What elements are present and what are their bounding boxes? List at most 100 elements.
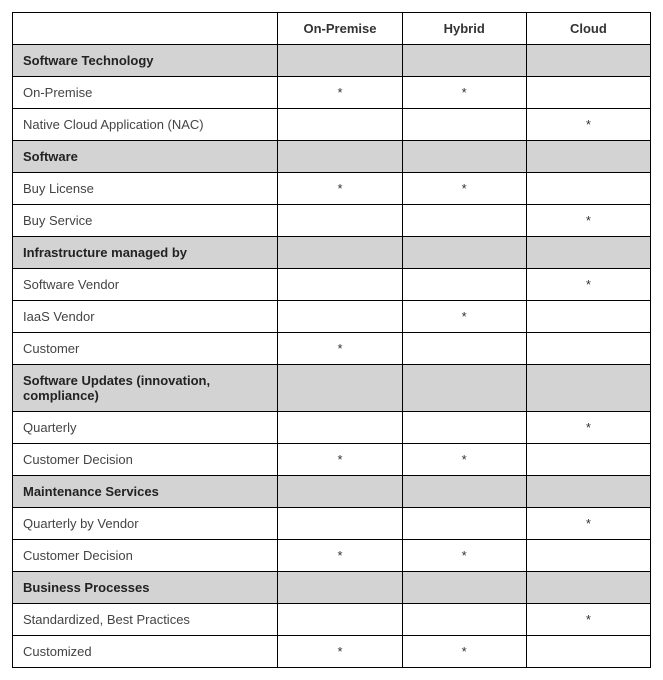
- section-row: Maintenance Services: [13, 476, 651, 508]
- table-row: Customer*: [13, 333, 651, 365]
- mark-cell: *: [278, 540, 402, 572]
- section-empty-cell: [526, 237, 650, 269]
- mark-cell: [526, 444, 650, 476]
- section-empty-cell: [402, 237, 526, 269]
- table-row: Buy License**: [13, 173, 651, 205]
- mark-cell: [278, 604, 402, 636]
- section-title: Software Updates (innovation, compliance…: [13, 365, 278, 412]
- column-header: On-Premise: [278, 13, 402, 45]
- mark-cell: [278, 109, 402, 141]
- table-row: Customer Decision**: [13, 540, 651, 572]
- section-empty-cell: [526, 572, 650, 604]
- table-row: Native Cloud Application (NAC) *: [13, 109, 651, 141]
- mark-cell: [402, 604, 526, 636]
- section-empty-cell: [278, 237, 402, 269]
- mark-cell: *: [526, 508, 650, 540]
- mark-cell: [526, 333, 650, 365]
- mark-cell: [526, 540, 650, 572]
- table-row: IaaS Vendor *: [13, 301, 651, 333]
- section-row: Infrastructure managed by: [13, 237, 651, 269]
- section-title: Software: [13, 141, 278, 173]
- table-row: On-Premise**: [13, 77, 651, 109]
- mark-cell: *: [278, 333, 402, 365]
- mark-cell: [402, 412, 526, 444]
- mark-cell: [402, 508, 526, 540]
- mark-cell: [402, 205, 526, 237]
- mark-cell: *: [278, 444, 402, 476]
- mark-cell: [278, 269, 402, 301]
- table-row: Customer Decision**: [13, 444, 651, 476]
- header-empty-cell: [13, 13, 278, 45]
- row-label: Customer Decision: [13, 444, 278, 476]
- mark-cell: *: [402, 77, 526, 109]
- mark-cell: [278, 301, 402, 333]
- mark-cell: *: [278, 173, 402, 205]
- mark-cell: [526, 77, 650, 109]
- row-label: Quarterly by Vendor: [13, 508, 278, 540]
- section-empty-cell: [526, 45, 650, 77]
- mark-cell: *: [402, 301, 526, 333]
- row-label: Buy License: [13, 173, 278, 205]
- row-label: Customized: [13, 636, 278, 668]
- section-title: Maintenance Services: [13, 476, 278, 508]
- section-empty-cell: [526, 365, 650, 412]
- table-row: Standardized, Best Practices *: [13, 604, 651, 636]
- row-label: Customer: [13, 333, 278, 365]
- section-row: Business Processes: [13, 572, 651, 604]
- mark-cell: *: [278, 77, 402, 109]
- section-empty-cell: [278, 572, 402, 604]
- table-row: Quarterly by Vendor *: [13, 508, 651, 540]
- section-empty-cell: [526, 476, 650, 508]
- mark-cell: *: [402, 173, 526, 205]
- section-title: Infrastructure managed by: [13, 237, 278, 269]
- mark-cell: *: [526, 109, 650, 141]
- section-row: Software Updates (innovation, compliance…: [13, 365, 651, 412]
- section-title: Business Processes: [13, 572, 278, 604]
- mark-cell: *: [278, 636, 402, 668]
- section-empty-cell: [402, 141, 526, 173]
- mark-cell: [402, 109, 526, 141]
- header-row: On-Premise Hybrid Cloud: [13, 13, 651, 45]
- section-title: Software Technology: [13, 45, 278, 77]
- table-row: Customized**: [13, 636, 651, 668]
- mark-cell: [278, 412, 402, 444]
- section-empty-cell: [402, 476, 526, 508]
- section-row: Software: [13, 141, 651, 173]
- section-empty-cell: [402, 572, 526, 604]
- column-header: Hybrid: [402, 13, 526, 45]
- mark-cell: *: [402, 636, 526, 668]
- row-label: Quarterly: [13, 412, 278, 444]
- mark-cell: *: [526, 269, 650, 301]
- mark-cell: [278, 205, 402, 237]
- section-empty-cell: [402, 365, 526, 412]
- section-empty-cell: [278, 45, 402, 77]
- column-header: Cloud: [526, 13, 650, 45]
- row-label: Software Vendor: [13, 269, 278, 301]
- row-label: IaaS Vendor: [13, 301, 278, 333]
- mark-cell: *: [526, 412, 650, 444]
- mark-cell: [402, 333, 526, 365]
- row-label: On-Premise: [13, 77, 278, 109]
- mark-cell: [526, 636, 650, 668]
- table-row: Quarterly *: [13, 412, 651, 444]
- section-empty-cell: [278, 141, 402, 173]
- section-empty-cell: [402, 45, 526, 77]
- table-row: Buy Service *: [13, 205, 651, 237]
- row-label: Buy Service: [13, 205, 278, 237]
- mark-cell: [278, 508, 402, 540]
- section-empty-cell: [526, 141, 650, 173]
- comparison-table: On-Premise Hybrid Cloud Software Technol…: [12, 12, 651, 668]
- mark-cell: *: [526, 604, 650, 636]
- section-empty-cell: [278, 476, 402, 508]
- row-label: Standardized, Best Practices: [13, 604, 278, 636]
- mark-cell: [526, 301, 650, 333]
- row-label: Customer Decision: [13, 540, 278, 572]
- mark-cell: [526, 173, 650, 205]
- section-row: Software Technology: [13, 45, 651, 77]
- mark-cell: *: [402, 444, 526, 476]
- mark-cell: *: [402, 540, 526, 572]
- mark-cell: [402, 269, 526, 301]
- mark-cell: *: [526, 205, 650, 237]
- row-label: Native Cloud Application (NAC): [13, 109, 278, 141]
- section-empty-cell: [278, 365, 402, 412]
